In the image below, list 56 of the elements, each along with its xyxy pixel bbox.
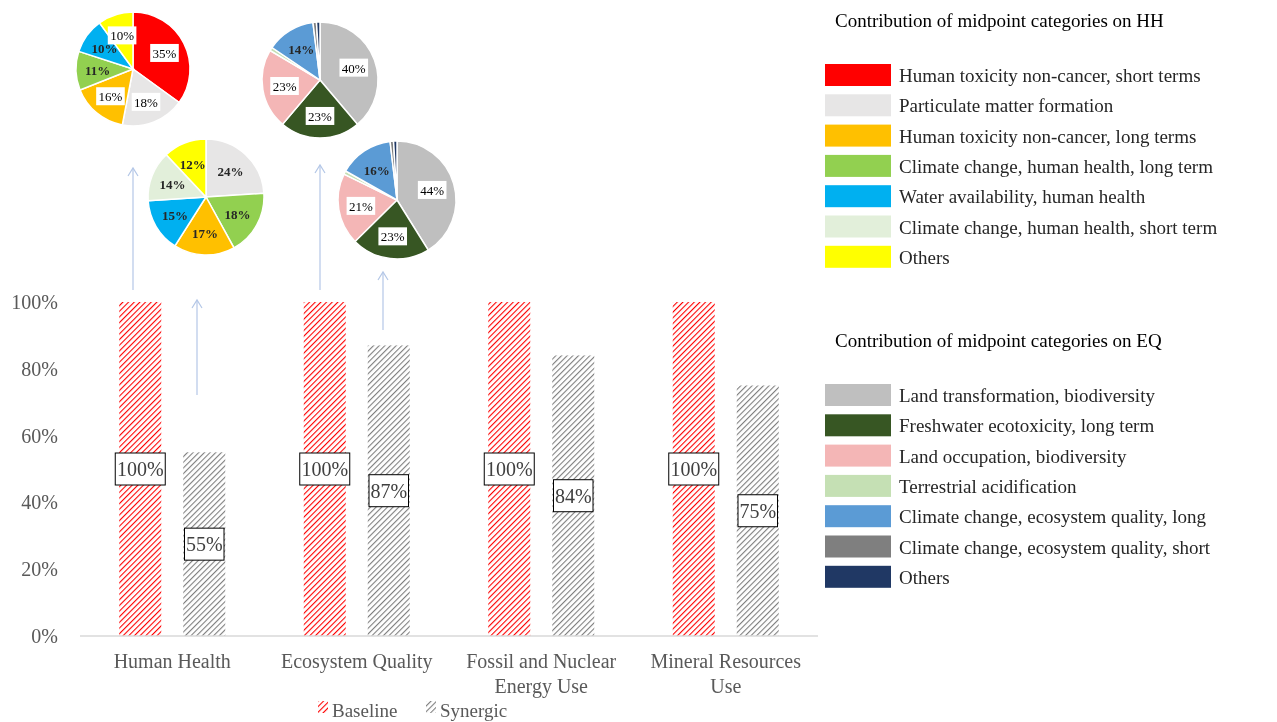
data-label: 18%: [134, 94, 159, 110]
legend-label: Land occupation, biodiversity: [899, 445, 1127, 467]
y-tick-label: 60%: [21, 424, 58, 447]
legend-label: Land transformation, biodiversity: [899, 385, 1156, 406]
data-label: 40%: [341, 60, 366, 76]
data-label: 100%: [301, 458, 349, 480]
legend-label: Climate change, human health, short term: [899, 216, 1218, 238]
data-label: 17%: [191, 225, 218, 241]
x-tick-label: Human Health: [113, 650, 231, 672]
y-tick-label: 100%: [11, 291, 58, 313]
legend-label: Human toxicity non-cancer, long terms: [899, 125, 1197, 147]
legend-title: Contribution of midpoint categories on HH: [835, 10, 1165, 31]
data-label: 44%: [420, 182, 445, 198]
y-tick-label: 80%: [21, 357, 58, 380]
data-label: 35%: [152, 45, 177, 61]
legend-title: Contribution of midpoint categories on EQ: [835, 330, 1162, 351]
bar: [552, 355, 595, 636]
data-label: 21%: [348, 198, 373, 214]
data-label: 11%: [85, 63, 111, 79]
x-tick-label: Ecosystem Quality: [280, 650, 433, 673]
legend-label: Terrestrial acidification: [899, 475, 1077, 497]
legend-label: Climate change, ecosystem quality, long: [899, 506, 1207, 528]
legend-label: Baseline: [332, 700, 398, 721]
data-label: 23%: [308, 108, 333, 124]
x-tick-label: Fossil and Nuclear Energy Use: [466, 650, 617, 698]
y-tick-label: 40%: [21, 491, 58, 514]
data-label: 14%: [159, 176, 186, 192]
data-label: 100%: [485, 458, 533, 480]
data-label: 55%: [185, 533, 223, 556]
data-label: 12%: [179, 156, 206, 172]
legend-label: Climate change, ecosystem quality, short: [899, 536, 1211, 558]
legend-label: Others: [899, 246, 950, 268]
y-tick-label: 20%: [21, 558, 58, 581]
data-label: 24%: [217, 163, 244, 179]
data-label: 16%: [98, 89, 123, 105]
data-label: 10%: [91, 41, 118, 57]
legend-label: Others: [899, 566, 950, 588]
data-label: 15%: [162, 208, 189, 224]
data-label: 10%: [110, 28, 135, 44]
data-label: 18%: [224, 207, 251, 223]
legend-label: Climate change, human health, long term: [899, 155, 1214, 177]
data-label: 75%: [739, 499, 777, 522]
legend-label: Human toxicity non-cancer, short terms: [899, 65, 1201, 86]
data-label: 100%: [670, 458, 718, 480]
data-label: 23%: [272, 79, 297, 94]
legend-label: Synergic: [440, 700, 508, 721]
legend-label: Particulate matter formation: [899, 95, 1114, 117]
legend-label: Freshwater ecotoxicity, long term: [899, 415, 1155, 437]
data-label: 84%: [554, 484, 592, 507]
legend-label: Water availability, human health: [899, 186, 1146, 208]
bar: [367, 345, 410, 636]
x-tick-label: Mineral Resources Use: [650, 650, 802, 697]
y-tick-label: 0%: [31, 625, 58, 647]
data-label: 100%: [116, 458, 164, 480]
data-label: 23%: [380, 229, 405, 245]
data-label: 87%: [370, 479, 408, 502]
